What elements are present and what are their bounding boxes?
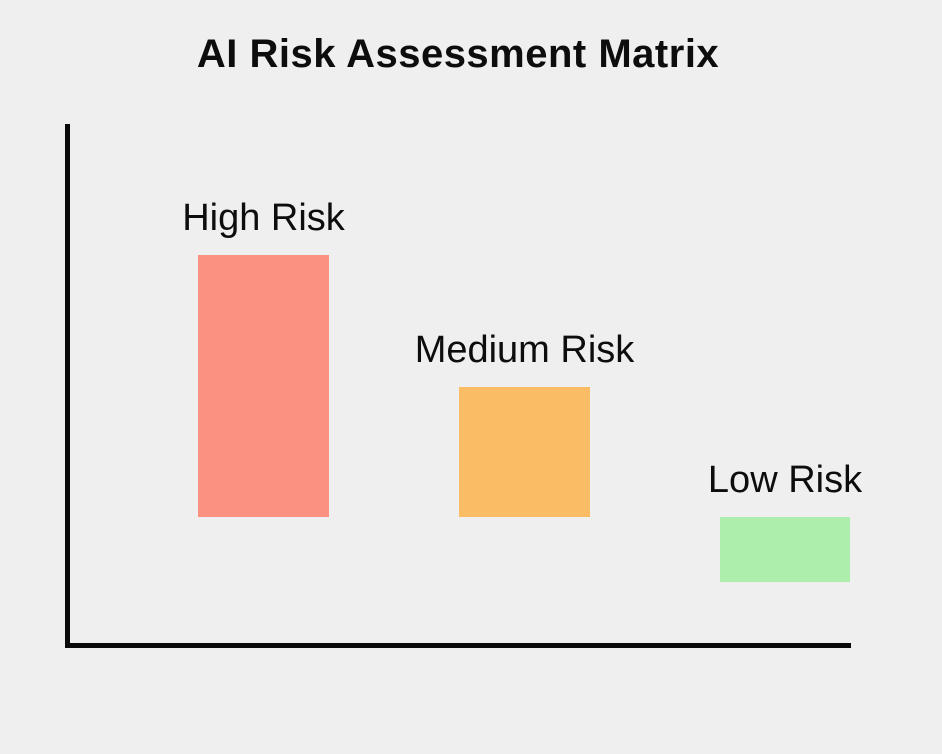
bar-label-medium-risk: Medium Risk xyxy=(414,329,635,371)
bar-label-high-risk: High Risk xyxy=(182,197,345,239)
bar-label-low-risk: Low Risk xyxy=(707,459,863,501)
y-axis-line xyxy=(65,124,70,648)
bar-medium-risk xyxy=(459,387,590,517)
bar-high-risk xyxy=(198,255,329,517)
x-axis-line xyxy=(65,643,851,648)
bar-low-risk xyxy=(720,517,850,582)
chart-title: AI Risk Assessment Matrix xyxy=(196,32,720,76)
